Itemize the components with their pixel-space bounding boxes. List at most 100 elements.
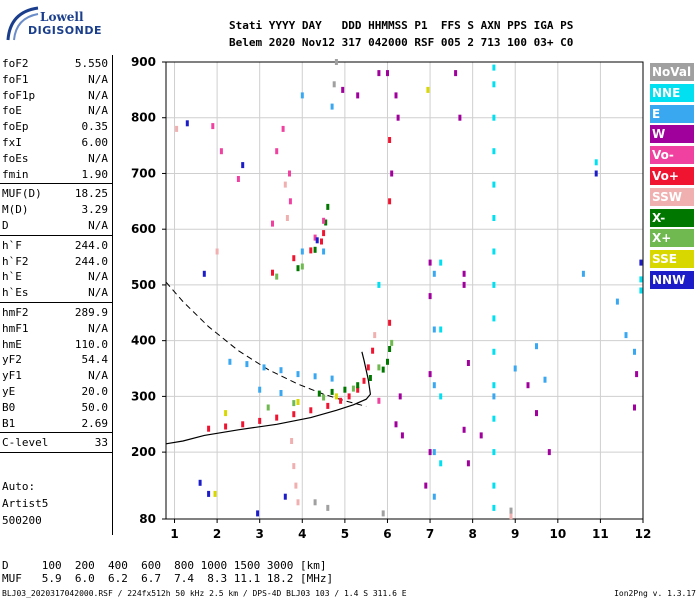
param-value: N/A — [88, 72, 108, 86]
echo-point — [492, 315, 496, 322]
echo-point — [492, 504, 496, 511]
echo-point — [428, 449, 432, 456]
muf-distance-row: D 100 200 400 600 800 1000 1500 3000 [km… — [2, 559, 327, 572]
param-row: foEp 0.35 — [0, 119, 112, 135]
echo-point — [292, 411, 296, 418]
param-row: fxI 6.00 — [0, 135, 112, 151]
param-row: h`F 244.0 — [0, 238, 112, 254]
header-values: Belem 2020 Nov12 317 042000 RSF 005 2 71… — [229, 36, 574, 49]
param-row: C-level 33 — [0, 435, 112, 451]
echo-point — [535, 410, 538, 417]
echo-point — [241, 162, 245, 169]
param-separator — [0, 452, 112, 455]
echo-point — [228, 358, 232, 365]
echo-point — [313, 373, 317, 380]
echo-point — [400, 432, 404, 439]
echo-point — [428, 293, 432, 300]
echo-point — [175, 125, 179, 132]
echo-point — [281, 125, 285, 132]
echo-point — [390, 339, 394, 346]
echo-point — [633, 404, 636, 411]
echo-point — [543, 376, 547, 383]
echo-point — [300, 263, 304, 270]
echo-point — [398, 393, 402, 400]
echo-point — [639, 287, 643, 294]
echo-point — [388, 319, 392, 326]
x-tick-label: 7 — [426, 527, 434, 541]
param-value: 2.69 — [81, 416, 109, 430]
echo-point — [326, 504, 330, 511]
legend-item: SSW — [650, 187, 694, 206]
echo-point — [292, 463, 296, 470]
echo-point — [326, 203, 330, 210]
x-tick-label: 5 — [341, 527, 349, 541]
echo-point — [639, 276, 643, 283]
param-row: B0 50.0 — [0, 400, 112, 416]
echo-point — [292, 255, 296, 262]
legend-item: Vo- — [650, 146, 694, 165]
echo-point — [535, 343, 538, 350]
echo-point — [296, 399, 300, 405]
echo-point — [300, 92, 304, 99]
param-value: 5.550 — [74, 57, 108, 70]
param-value: 54.4 — [81, 353, 109, 367]
echo-point — [462, 281, 466, 288]
echo-point — [334, 59, 338, 65]
param-value: N/A — [88, 369, 108, 383]
legend-item: SSE — [650, 250, 694, 269]
echo-point — [236, 176, 240, 182]
y-tick-label: 500 — [131, 278, 156, 292]
echo-point — [388, 198, 392, 205]
echo-point — [322, 394, 326, 401]
param-label: hmE — [2, 337, 22, 351]
echo-point — [296, 499, 300, 506]
echo-point — [581, 270, 585, 277]
echo-point — [185, 120, 189, 127]
param-label: hmF1 — [2, 321, 29, 335]
echo-point — [213, 490, 217, 497]
echo-point — [347, 393, 351, 400]
echo-point — [309, 247, 313, 254]
echo-point — [492, 215, 496, 221]
param-value: N/A — [88, 321, 108, 335]
x-tick-label: 10 — [549, 527, 566, 541]
echo-point — [492, 64, 496, 71]
param-value: N/A — [88, 218, 108, 232]
param-row: yF1 N/A — [0, 368, 112, 384]
echo-point — [313, 246, 317, 253]
echo-point — [492, 482, 496, 489]
param-value: 110.0 — [74, 337, 108, 351]
autoscaler-version: 500200 — [2, 514, 42, 527]
x-tick-label: 6 — [383, 527, 391, 541]
echo-point — [266, 404, 270, 411]
echo-point — [211, 123, 215, 130]
param-value: 244.0 — [74, 238, 108, 252]
echo-point — [388, 137, 392, 143]
param-value: N/A — [88, 286, 108, 300]
x-tick-label: 1 — [170, 527, 178, 541]
echo-point — [388, 346, 392, 352]
param-label: h`Es — [2, 286, 29, 300]
echo-point — [615, 298, 619, 305]
echo-point — [288, 198, 292, 205]
echo-point — [386, 70, 389, 77]
echo-point — [322, 230, 326, 237]
param-row: h`Es N/A — [0, 285, 112, 301]
echo-point — [330, 375, 334, 382]
param-value: N/A — [88, 270, 108, 284]
echo-point — [258, 386, 262, 393]
echo-point — [381, 366, 385, 373]
legend-item: NNE — [650, 83, 694, 102]
echo-point — [283, 493, 287, 500]
echo-point — [432, 270, 436, 277]
echo-point — [639, 259, 643, 266]
echo-point — [509, 507, 513, 514]
echo-point — [275, 273, 279, 280]
legend-item: NoVal — [650, 63, 694, 81]
echo-point — [330, 103, 334, 110]
echo-point — [439, 326, 443, 333]
echo-point — [294, 482, 298, 489]
echo-point — [288, 170, 291, 177]
echo-point — [428, 259, 432, 266]
echo-point — [313, 234, 317, 241]
